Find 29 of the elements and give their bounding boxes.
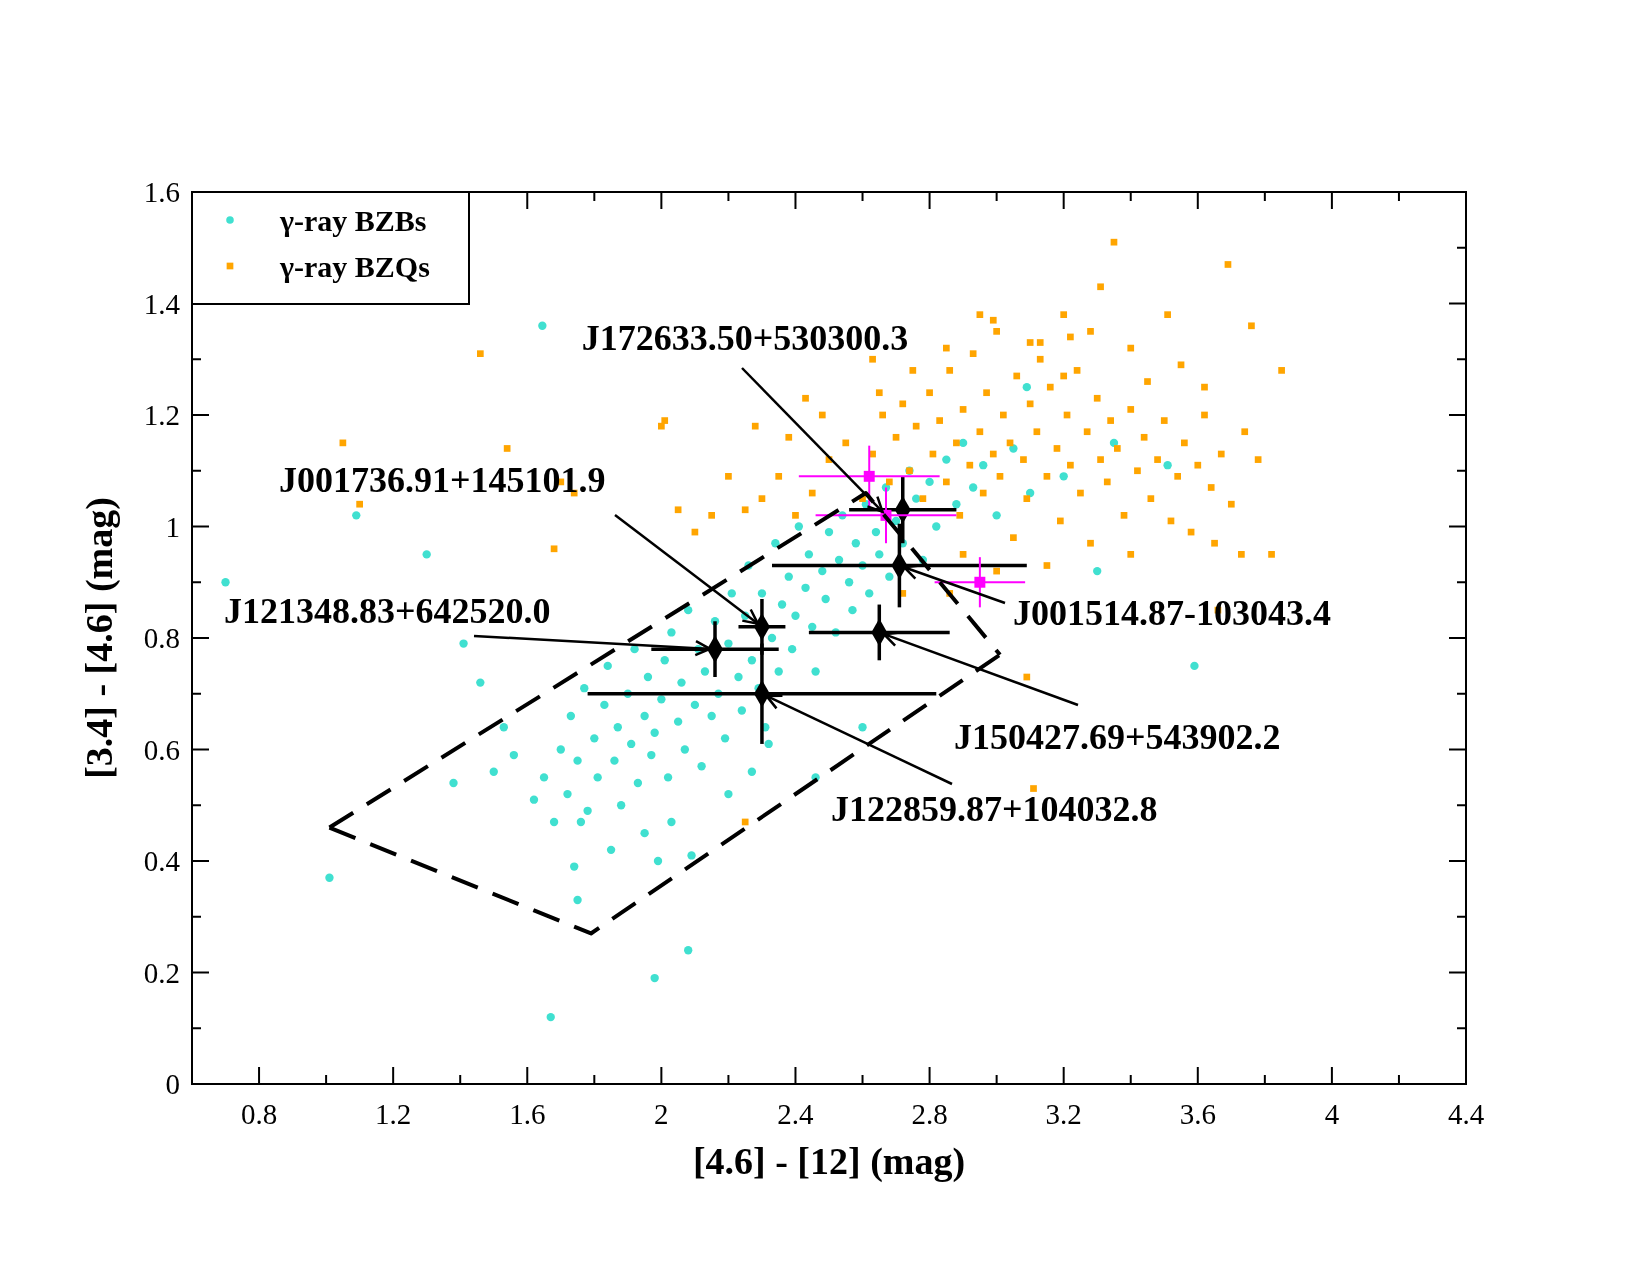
x-tick-label: 4.4 [1447,1098,1485,1130]
y-tick-label: 0.2 [143,956,180,989]
legend-label: γ-ray BZQs [279,249,430,283]
y-tick-label: 0.4 [143,845,181,878]
annotation: J150427.69+543902.2 [954,717,1281,757]
x-tick-label: 2.8 [911,1098,948,1130]
annotation: J001736.91+145101.9 [279,460,606,500]
y-tick-label: 1.6 [143,176,180,209]
x-tick-label: 1.2 [375,1098,412,1130]
legend-label: γ-ray BZBs [279,203,427,237]
annotation: J122859.87+104032.8 [831,789,1158,829]
annotation: J172633.50+530300.3 [581,318,909,358]
y-tick-label: 0.8 [143,622,180,655]
y-tick-label: 1 [165,510,180,543]
y-axis-title: [3.4] - [4.6] (mag) [78,497,121,779]
x-tick-label: 1.6 [509,1098,546,1130]
x-tick-label: 2.4 [777,1098,815,1130]
x-tick-label: 3.6 [1179,1098,1216,1130]
x-tick-label: 3.2 [1045,1098,1082,1130]
x-tick-label: 2 [654,1098,669,1130]
annotation: J001514.87-103043.4 [1013,593,1331,633]
x-axis-title: [4.6] - [12] (mag) [692,1140,966,1183]
x-tick-label: 4 [1324,1098,1340,1130]
y-tick-label: 1.2 [143,399,180,432]
y-tick-label: 0 [165,1068,180,1101]
annotation: J121348.83+642520.0 [224,591,551,631]
x-tick-label: 0.8 [240,1098,278,1130]
y-tick-label: 0.6 [143,733,180,766]
y-tick-label: 1.4 [143,287,181,320]
